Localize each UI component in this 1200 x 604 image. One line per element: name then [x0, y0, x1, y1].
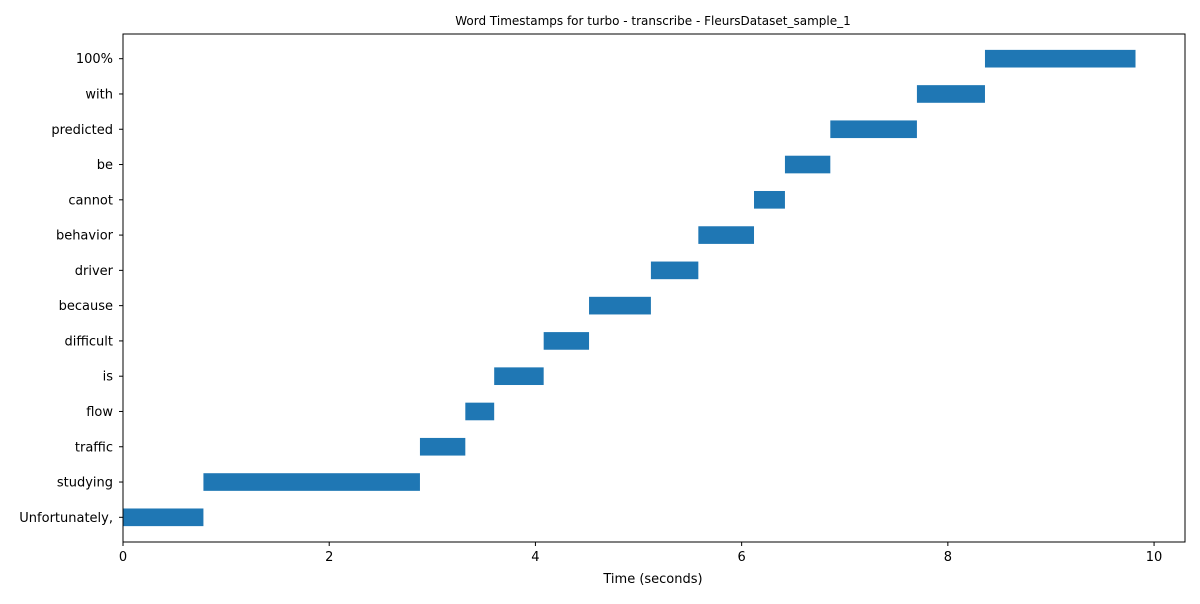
y-tick-label: difficult [64, 334, 113, 349]
word-bar [123, 508, 204, 527]
y-tick-label: Unfortunately, [19, 511, 113, 526]
y-tick-label: predicted [51, 123, 113, 138]
word-bar [698, 226, 755, 244]
word-bar [650, 261, 699, 280]
y-axis-ticks: Unfortunately, studying traffic flow is diffi… [19, 52, 123, 526]
word-bar [494, 367, 544, 386]
word-bar [984, 49, 1136, 68]
y-tick-label: 100% [76, 52, 113, 67]
word-bar [465, 402, 495, 421]
word-bar [754, 190, 785, 209]
y-tick-label: driver [75, 264, 114, 279]
x-tick-label: 4 [531, 550, 539, 565]
y-tick-label: be [97, 158, 113, 173]
x-tick-label: 8 [944, 550, 952, 565]
word-bar [784, 155, 831, 174]
word-bar [589, 296, 651, 315]
y-tick-label: traffic [75, 440, 113, 455]
chart-title: Word Timestamps for turbo - transcribe -… [455, 14, 851, 28]
y-tick-label: with [85, 87, 113, 102]
word-bar [419, 437, 466, 456]
word-bar [916, 85, 985, 103]
y-tick-label: behavior [56, 229, 114, 244]
x-axis-label: Time (seconds) [602, 572, 702, 587]
y-tick-label: cannot [68, 193, 113, 208]
y-tick-label: is [103, 370, 114, 385]
y-tick-label: because [59, 299, 113, 314]
x-axis-ticks: 0 2 4 6 8 10 [119, 542, 1162, 565]
word-bar [203, 473, 420, 491]
word-bar [830, 120, 917, 139]
x-tick-label: 10 [1146, 550, 1163, 565]
x-tick-label: 0 [119, 550, 127, 565]
x-tick-label: 6 [738, 550, 746, 565]
y-tick-label: studying [57, 476, 113, 491]
x-tick-label: 2 [325, 550, 333, 565]
plot-frame [122, 33, 1186, 543]
word-bar [543, 332, 590, 350]
bars-group [123, 49, 1136, 527]
y-tick-label: flow [86, 405, 113, 420]
